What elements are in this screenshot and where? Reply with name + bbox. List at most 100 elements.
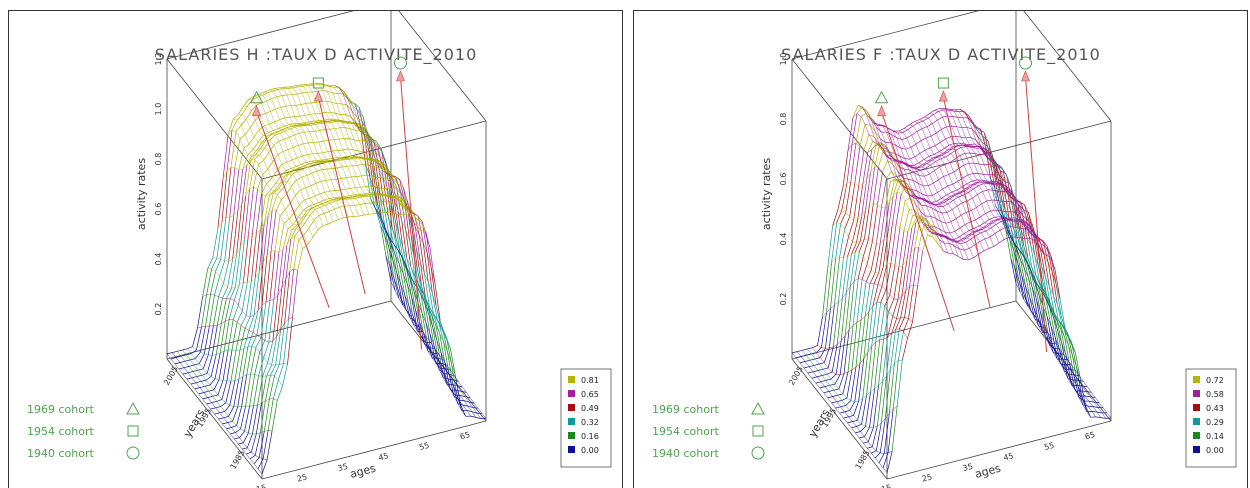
box-edge <box>1023 11 1112 122</box>
mesh-line <box>327 150 333 153</box>
mesh-line <box>299 199 305 206</box>
mesh-line <box>916 199 922 206</box>
mesh-line <box>436 340 443 369</box>
z-tick-label: 0.8 <box>154 153 163 166</box>
mesh-line <box>827 346 834 368</box>
mesh-line <box>260 113 266 116</box>
mesh-line <box>880 289 887 303</box>
mesh-line <box>208 389 214 392</box>
mesh-line <box>928 153 935 157</box>
mesh-line <box>967 173 974 176</box>
mesh-line <box>1038 325 1044 328</box>
mesh-line <box>322 90 328 92</box>
mesh-line <box>840 212 847 225</box>
mesh-line <box>298 122 304 124</box>
mesh-line <box>350 187 356 189</box>
mesh-line <box>212 228 219 258</box>
mesh-line <box>947 183 953 187</box>
mesh-line <box>187 371 194 374</box>
mesh-line <box>907 178 914 181</box>
mesh-line <box>265 250 272 303</box>
mesh-line <box>975 216 981 221</box>
mesh-line <box>800 354 807 357</box>
mesh-line <box>258 431 265 458</box>
mesh-line <box>1055 284 1062 316</box>
mesh-line <box>364 192 370 195</box>
mesh-line <box>852 419 858 422</box>
mesh-line <box>360 196 367 198</box>
mesh-line <box>233 284 240 301</box>
mesh-line <box>928 114 934 119</box>
mesh-line <box>1010 186 1017 218</box>
mesh-line <box>314 120 320 122</box>
mesh-line <box>345 127 351 130</box>
mesh-line <box>837 187 844 210</box>
mesh-line <box>887 160 893 165</box>
mesh-line <box>279 130 286 134</box>
mesh-line <box>988 246 995 249</box>
mesh-line <box>197 317 293 343</box>
mesh-line <box>388 246 395 278</box>
mesh-line <box>252 189 258 234</box>
mesh-line <box>450 348 456 377</box>
mesh-line <box>1015 283 1112 419</box>
mesh-line <box>977 227 984 231</box>
mesh-line <box>349 194 355 197</box>
mesh-line <box>981 200 987 205</box>
mesh-line <box>217 178 224 229</box>
mesh-line <box>283 124 289 127</box>
mesh-line <box>1018 279 1025 300</box>
mesh-line <box>190 382 196 385</box>
mesh-line <box>252 96 258 101</box>
mesh-line <box>808 365 815 368</box>
mesh-line <box>910 222 917 254</box>
mesh-line <box>243 105 339 220</box>
mesh-line <box>240 118 247 126</box>
mesh-line <box>341 103 347 106</box>
mesh-line <box>233 379 240 407</box>
mesh-line <box>277 249 284 296</box>
mesh-line <box>936 198 942 202</box>
mesh-line <box>328 139 334 141</box>
mesh-line <box>1061 343 1068 371</box>
mesh-line <box>949 158 956 163</box>
mesh-line <box>310 183 316 187</box>
mesh-line <box>856 106 863 114</box>
mesh-line <box>795 356 802 359</box>
mesh-line <box>306 102 312 104</box>
mesh-line <box>358 150 364 153</box>
mesh-line <box>870 145 877 173</box>
mesh-line <box>817 368 824 371</box>
mesh-line <box>986 222 993 227</box>
mesh-line <box>192 345 288 366</box>
mesh-line <box>846 369 853 399</box>
mesh-line <box>320 204 326 208</box>
mesh-line <box>455 376 461 405</box>
mesh-line <box>287 174 293 182</box>
mesh-line <box>1020 259 1026 287</box>
mesh-line <box>863 108 959 257</box>
mesh-line <box>266 178 272 185</box>
mesh-line <box>967 197 973 202</box>
mesh-line <box>899 200 906 228</box>
mesh-line <box>964 187 970 192</box>
mesh-line <box>397 250 404 275</box>
mesh-line <box>899 155 905 159</box>
mesh-line <box>832 394 838 397</box>
mesh-line <box>827 396 833 399</box>
mesh-line <box>980 128 986 147</box>
mesh-line <box>364 202 371 204</box>
mesh-line <box>347 148 354 150</box>
mesh-line <box>866 346 873 396</box>
mesh-line <box>342 148 349 151</box>
chart-panel-left: SALARIES H :TAUX D ACTIVITE_2010 0.2 0.4 0.… <box>8 10 623 488</box>
mesh-line <box>317 152 323 154</box>
mesh-line <box>249 455 256 460</box>
mesh-line <box>865 391 871 427</box>
box-edge <box>166 11 354 60</box>
mesh-line <box>276 386 283 401</box>
mesh-line <box>410 266 417 283</box>
mesh-line <box>210 271 216 294</box>
mesh-line <box>328 221 334 225</box>
mesh-line <box>392 178 399 185</box>
